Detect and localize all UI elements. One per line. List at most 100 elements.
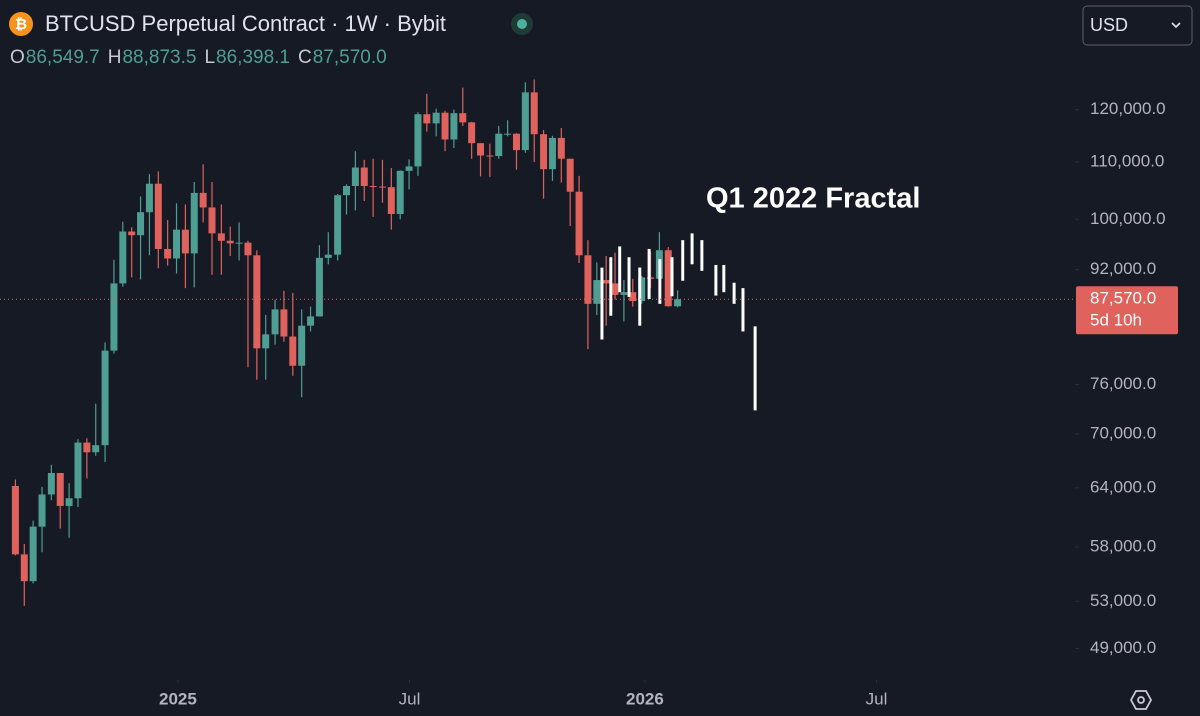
- candle-body: [119, 231, 127, 284]
- y-tick-label: 100,000.0: [1090, 209, 1166, 228]
- candle-body: [351, 167, 359, 187]
- candle-body: [217, 233, 225, 241]
- y-tick-label: 64,000.0: [1090, 477, 1156, 496]
- candle-body: [593, 280, 601, 304]
- candle-body: [405, 166, 413, 171]
- candle-body: [20, 554, 28, 582]
- candle-body: [74, 442, 82, 499]
- candle-body: [378, 186, 386, 188]
- candle-body: [674, 299, 682, 307]
- y-tick-label: 58,000.0: [1090, 537, 1156, 556]
- candle-body: [208, 207, 216, 234]
- ohlc-value: 88,873.5: [122, 47, 196, 68]
- ohlc-legend: O 86,549.7 H 88,873.5 L 86,398.1 C 87,570.0: [10, 47, 387, 68]
- settings-icon[interactable]: [1129, 690, 1153, 710]
- candle-body: [557, 137, 565, 159]
- ohlc-key: H: [108, 47, 122, 68]
- candle-body: [664, 250, 672, 307]
- x-tick-label: 2025: [159, 689, 197, 708]
- candle-body: [477, 143, 485, 156]
- y-tick-label: 76,000.0: [1090, 374, 1156, 393]
- candle-body: [566, 158, 574, 192]
- candle-body: [47, 472, 55, 495]
- candle-body: [369, 186, 377, 188]
- candle-body: [575, 191, 583, 256]
- candle-body: [468, 122, 476, 144]
- candle-body: [262, 334, 270, 349]
- coin-symbol: ₿: [15, 16, 27, 33]
- chevron: [1171, 22, 1181, 29]
- candle-body: [298, 325, 306, 366]
- candle-body: [521, 92, 529, 151]
- candle-body: [396, 170, 404, 214]
- ohlc-key: L: [204, 47, 215, 68]
- y-tick-label: 120,000.0: [1090, 99, 1166, 118]
- candle-body: [459, 113, 467, 123]
- y-tick-label: 70,000.0: [1090, 423, 1156, 442]
- ohlc-value: 87,570.0: [313, 47, 387, 68]
- candle-body: [101, 350, 109, 446]
- candle-body: [315, 257, 323, 317]
- candle-body: [235, 242, 243, 244]
- candle-body: [360, 167, 368, 187]
- settings-icon-center: [1137, 696, 1145, 704]
- ohlc-key: C: [298, 47, 312, 68]
- ohlc-key: O: [10, 47, 25, 68]
- candle-body: [548, 137, 556, 170]
- candle-body: [56, 472, 64, 506]
- candle-body: [584, 255, 592, 304]
- candle-body: [486, 155, 494, 157]
- candle-body: [423, 114, 431, 124]
- candle-body: [11, 485, 19, 555]
- candle-body: [512, 133, 520, 151]
- candle-body: [128, 231, 136, 236]
- candle-body: [343, 186, 351, 196]
- y-tick-label: 53,000.0: [1090, 591, 1156, 610]
- candle-body: [65, 498, 73, 506]
- candle-body: [190, 192, 198, 254]
- ohlc-value: 86,398.1: [216, 47, 290, 68]
- candle-body: [137, 212, 145, 236]
- candle-body: [271, 309, 279, 335]
- status-dot: [517, 19, 527, 29]
- candle-body: [280, 309, 288, 337]
- candle-body: [92, 445, 100, 453]
- settings-button[interactable]: [1129, 690, 1153, 710]
- candle-body: [620, 292, 628, 295]
- ohlc-value: 86,549.7: [26, 47, 100, 68]
- candle-body: [495, 133, 503, 157]
- annotation: Q1 2022 Fractal: [706, 183, 920, 215]
- y-tick-label: 49,000.0: [1090, 638, 1156, 657]
- candle-body: [611, 283, 619, 295]
- candle-body: [199, 192, 207, 208]
- currency-box[interactable]: [1082, 5, 1193, 46]
- candle-body: [450, 113, 458, 140]
- candle-body: [387, 187, 395, 214]
- candle-body: [334, 195, 342, 255]
- currency-select[interactable]: USD: [1082, 5, 1193, 46]
- candle-body: [629, 292, 637, 302]
- chart-title: BTCUSD Perpetual Contract · 1W · Bybit: [45, 11, 446, 36]
- candle-body: [154, 183, 162, 249]
- currency-label[interactable]: USD: [1090, 15, 1128, 35]
- candle-body: [324, 254, 332, 258]
- candle-body: [289, 336, 297, 366]
- candle-body: [602, 280, 610, 284]
- candle-body: [145, 183, 153, 213]
- last-price-label: 87,570.0: [1090, 289, 1156, 308]
- x-tick-label: 2026: [626, 689, 664, 708]
- y-tick-label: 92,000.0: [1090, 259, 1156, 278]
- countdown-label: 5d 10h: [1090, 311, 1142, 330]
- candle-body: [226, 240, 234, 244]
- x-tick-label: Jul: [866, 689, 888, 708]
- candle-body: [441, 112, 449, 140]
- candle-body: [83, 442, 91, 453]
- candle-body: [29, 526, 37, 582]
- candle-body: [530, 92, 538, 135]
- candle-body: [253, 255, 261, 349]
- candle-body: [414, 114, 422, 167]
- candle-body: [307, 316, 315, 326]
- candle-body: [638, 277, 646, 302]
